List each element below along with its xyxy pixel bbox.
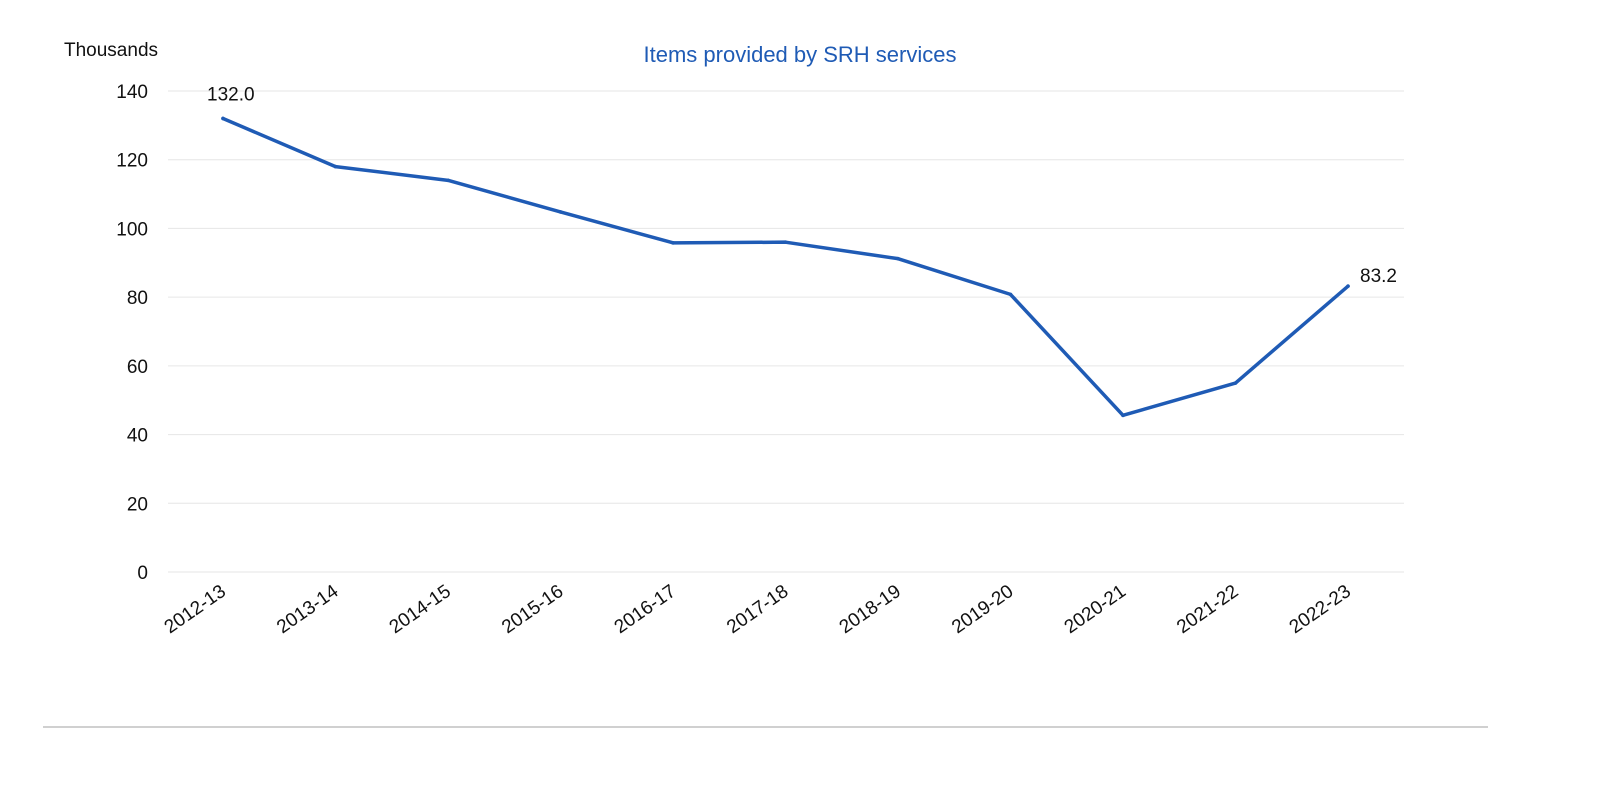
data-label: 83.2 xyxy=(1360,266,1397,287)
y-tick-label: 120 xyxy=(116,151,148,172)
data-point xyxy=(671,241,675,245)
y-tick-label: 100 xyxy=(116,219,148,240)
x-tick-label: 2016-17 xyxy=(611,581,680,638)
data-point xyxy=(446,178,450,183)
x-tick-labels: 2012-13 2013-14 2014-15 2015-16 2016-17 2017-… xyxy=(161,581,1355,638)
x-tick-label: 2022-23 xyxy=(1286,581,1355,638)
y-tick-label: 40 xyxy=(127,426,148,447)
series-line xyxy=(221,116,1350,418)
x-tick-label: 2019-20 xyxy=(948,581,1017,638)
data-point xyxy=(783,240,788,244)
data-label: 132.0 xyxy=(207,84,255,105)
data-point xyxy=(1121,413,1125,418)
data-point xyxy=(896,256,900,261)
chart-title: Items provided by SRH services xyxy=(644,42,957,67)
y-tick-label: 20 xyxy=(127,494,148,515)
y-tick-label: 60 xyxy=(127,357,148,378)
data-point xyxy=(221,116,225,121)
x-tick-label: 2012-13 xyxy=(161,581,230,638)
x-tick-label: 2015-16 xyxy=(498,581,567,638)
y-axis-label: Thousands xyxy=(64,40,158,61)
x-tick-label: 2017-18 xyxy=(723,581,792,638)
data-point xyxy=(1346,284,1350,288)
x-tick-label: 2013-14 xyxy=(273,581,343,638)
y-tick-label: 80 xyxy=(127,288,148,309)
data-point xyxy=(1233,381,1238,385)
x-tick-label: 2014-15 xyxy=(386,581,455,638)
y-tick-label: 140 xyxy=(116,82,148,103)
x-tick-label: 2020-21 xyxy=(1061,581,1130,638)
y-tick-labels: 0 20 40 60 80 100 120 140 xyxy=(116,82,148,584)
data-point xyxy=(333,164,338,169)
series-line-group xyxy=(221,116,1350,418)
data-point xyxy=(558,210,563,214)
data-labels: 132.0 83.2 xyxy=(207,84,1397,287)
x-tick-label: 2021-22 xyxy=(1173,581,1242,638)
x-tick-label: 2018-19 xyxy=(836,581,905,638)
gridlines xyxy=(168,90,1404,573)
data-point xyxy=(1008,292,1013,297)
y-tick-label: 0 xyxy=(137,563,148,584)
